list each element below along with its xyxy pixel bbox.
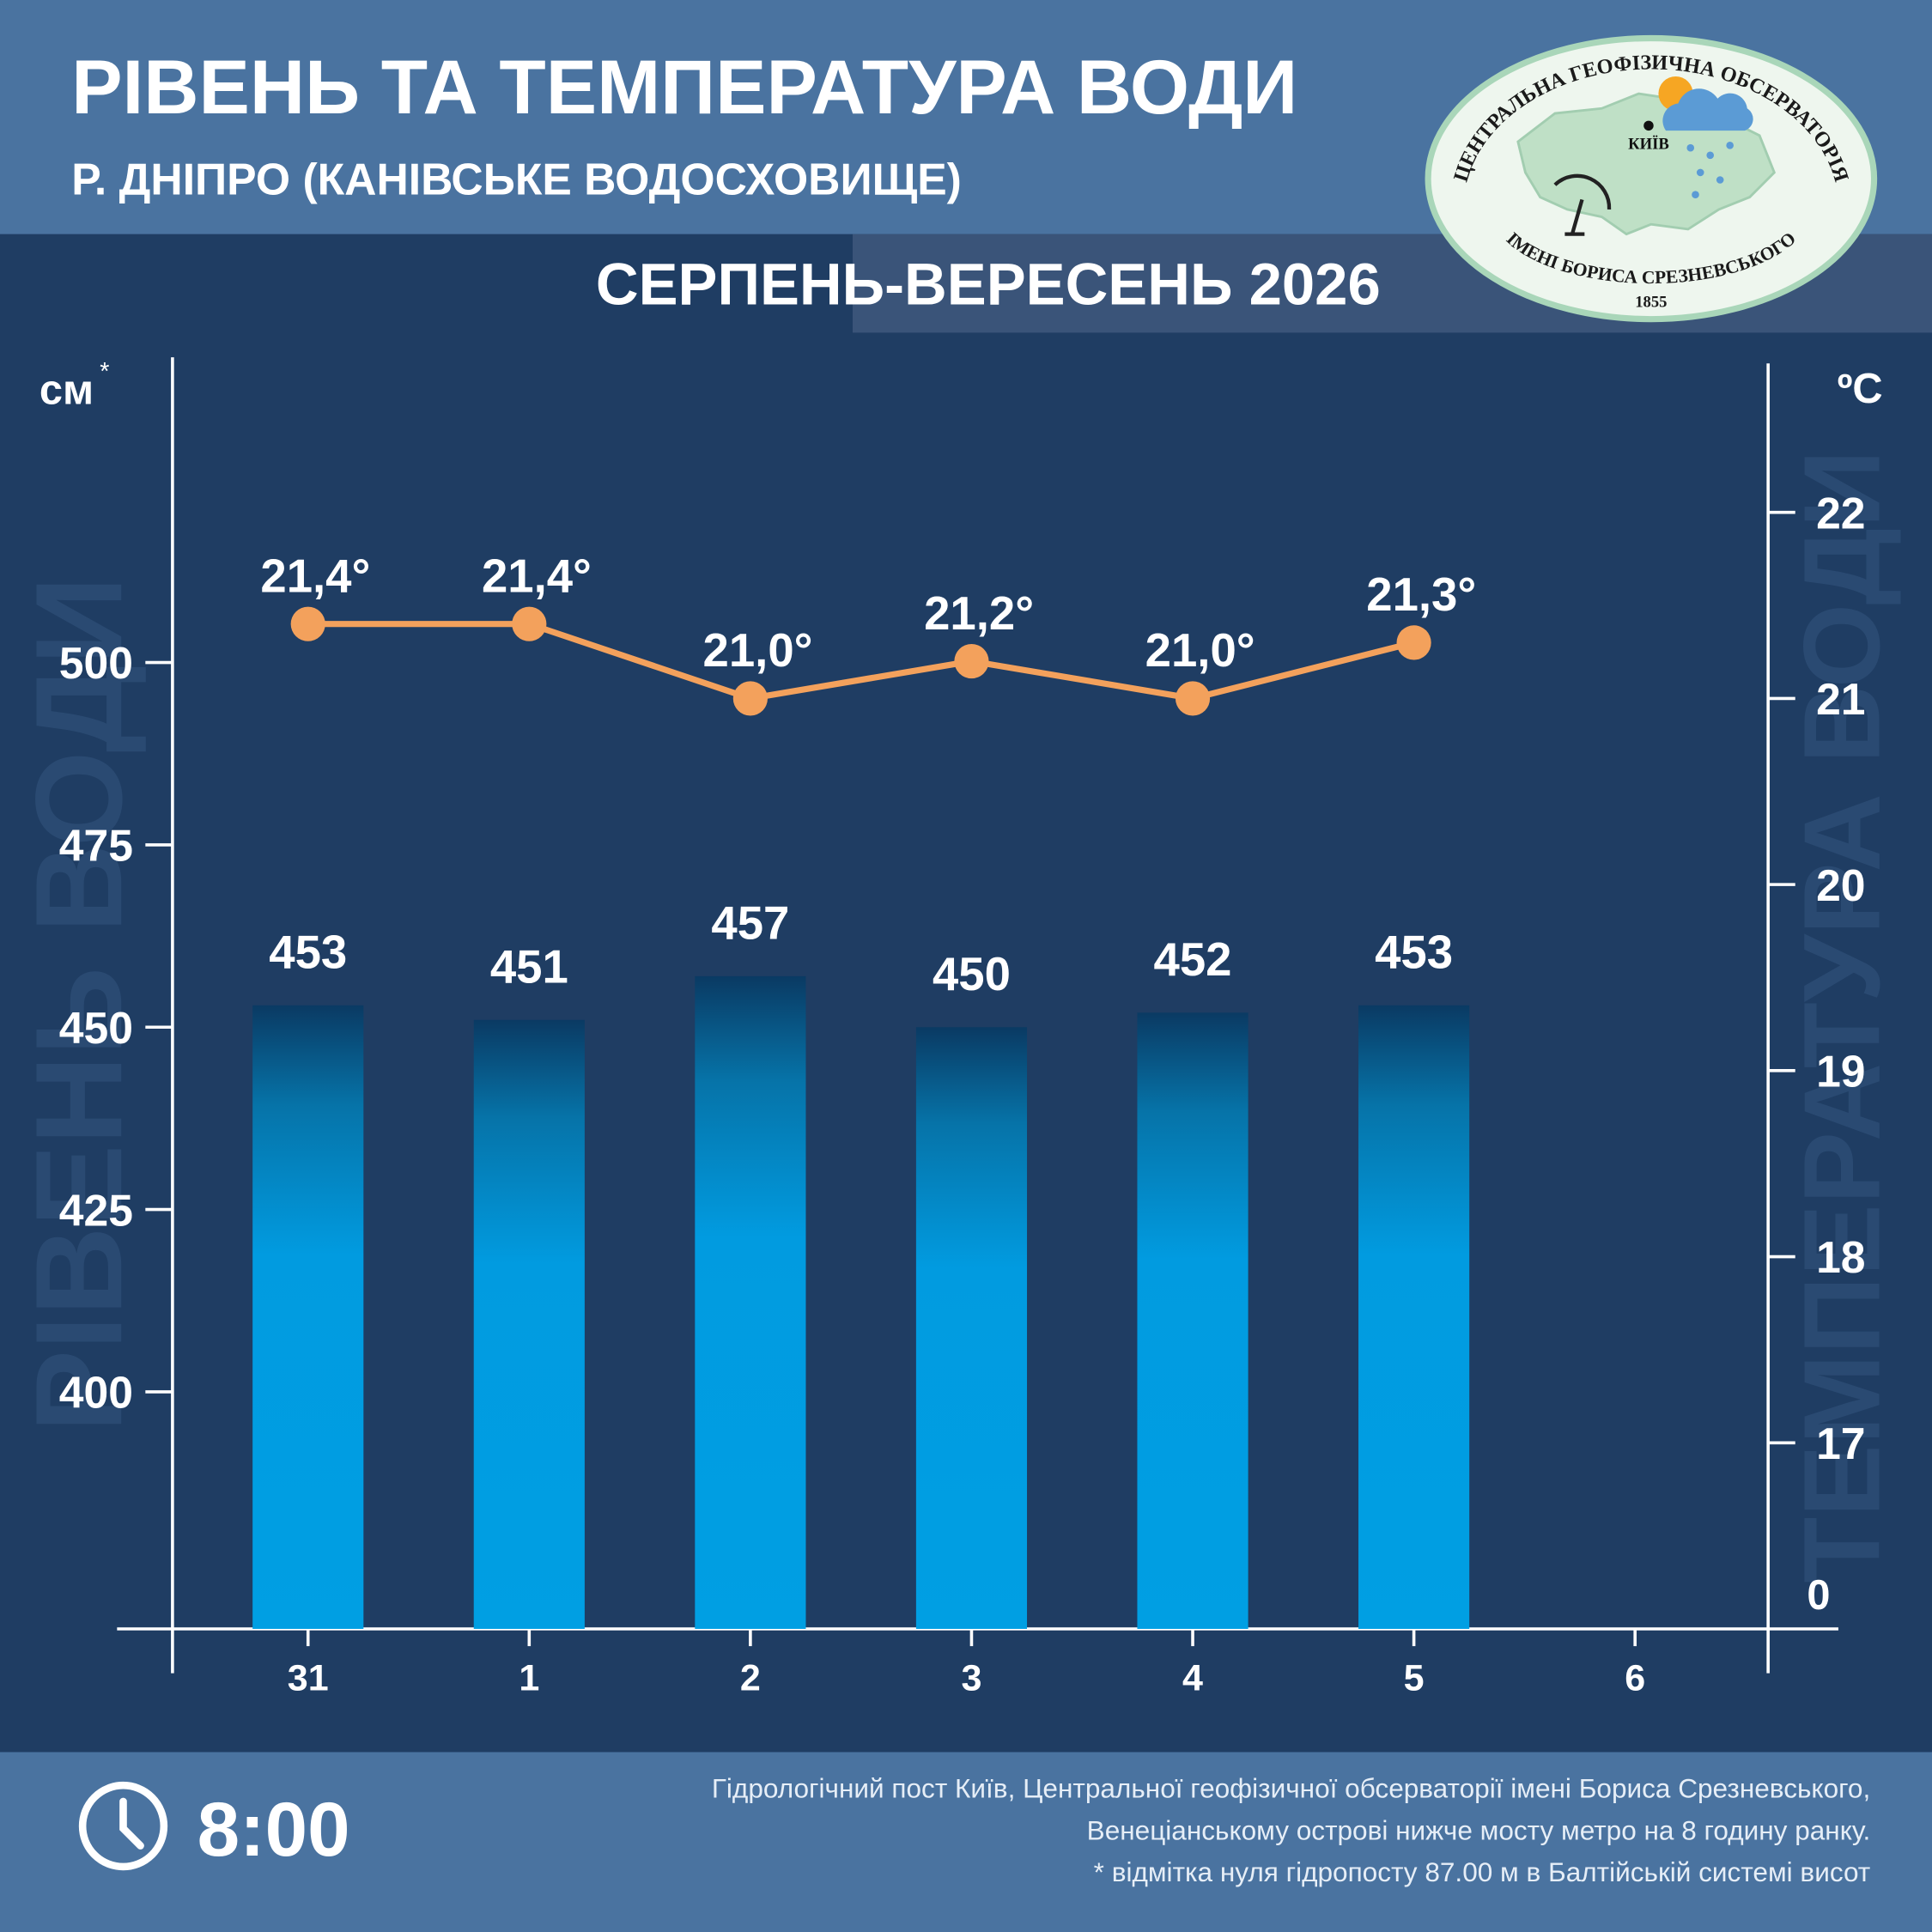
temperature-point (732, 681, 768, 716)
y-unit: см (39, 368, 94, 414)
bar (1137, 1012, 1249, 1630)
logo-cloud (1662, 88, 1753, 131)
temperature-point (512, 606, 547, 641)
bar-value-label: 450 (933, 948, 1011, 1000)
footer-note: Венеціанському острові нижче мосту метро… (1087, 1814, 1871, 1845)
y-axis-title: РІВЕНЬ ВОДИ (10, 576, 148, 1432)
y-tick-label: 450 (59, 1003, 133, 1053)
subtitle: Р. ДНІПРО (КАНІВСЬКЕ ВОДОСХОВИЩЕ) (71, 155, 962, 204)
bar (695, 975, 806, 1630)
y2-tick-label: 22 (1816, 488, 1865, 538)
y-tick-label: 400 (59, 1368, 133, 1418)
y2-tick-label: 20 (1816, 860, 1865, 910)
logo-rain (1686, 142, 1734, 199)
bar-value-label: 451 (490, 941, 568, 993)
y2-tick-label: 18 (1816, 1232, 1865, 1282)
y2-axis-title: ТЕМПЕРАТУРА ВОДИ (1782, 450, 1903, 1583)
temperature-point (290, 606, 325, 641)
x-tick-label: 2 (740, 1658, 761, 1699)
bar-value-label: 457 (711, 897, 789, 950)
bar-value-label: 453 (1375, 927, 1453, 979)
y2-axis-break-label: 0 (1807, 1572, 1830, 1619)
bar (252, 1005, 364, 1630)
temperature-point (954, 643, 989, 679)
y-unit-note: * (100, 358, 109, 386)
bar (1358, 1005, 1470, 1630)
title: РІВЕНЬ ТА ТЕМПЕРАТУРА ВОДИ (71, 44, 1297, 130)
y-tick-label: 475 (59, 821, 133, 871)
footer-note: Гідрологічний пост Київ, Центральної гео… (712, 1773, 1870, 1804)
y-tick-label: 500 (59, 638, 133, 688)
x-tick-label: 1 (519, 1658, 539, 1699)
footer-band (0, 1752, 1932, 1932)
footer-note: * відмітка нуля гідропосту 87.00 м в Бал… (1094, 1856, 1871, 1887)
temperature-value-label: 21,2° (924, 587, 1034, 640)
y2-tick-label: 21 (1816, 674, 1865, 724)
temperature-value-label: 21,3° (1366, 568, 1476, 621)
x-tick-label: 3 (961, 1658, 981, 1699)
temperature-point (1396, 625, 1431, 660)
temperature-point (1175, 681, 1211, 716)
logo-city-dot (1643, 120, 1654, 131)
y2-tick-label: 17 (1816, 1419, 1865, 1468)
period: СЕРПЕНЬ-ВЕРЕСЕНЬ 2026 (596, 251, 1381, 317)
y2-unit: ºC (1838, 366, 1883, 412)
x-tick-label: 6 (1625, 1658, 1645, 1699)
bar-value-label: 452 (1154, 933, 1232, 986)
temperature-value-label: 21,4° (482, 550, 592, 602)
bar (473, 1019, 585, 1630)
bar (915, 1027, 1028, 1630)
x-tick-label: 31 (288, 1658, 329, 1699)
clock-icon (78, 1781, 168, 1871)
temperature-value-label: 21,0° (1145, 624, 1255, 677)
x-tick-label: 4 (1182, 1658, 1203, 1699)
y2-tick-label: 19 (1816, 1046, 1865, 1096)
temperature-line (307, 621, 1415, 702)
time: 8:00 (197, 1786, 350, 1872)
logo-antenna (1553, 173, 1612, 236)
temperature-value-label: 21,0° (703, 624, 813, 677)
temperature-value-label: 21,4° (260, 550, 370, 602)
x-tick-label: 5 (1404, 1658, 1425, 1699)
y-tick-label: 425 (59, 1185, 133, 1235)
logo-year: 1855 (1635, 293, 1667, 311)
logo-city: КИЇВ (1628, 136, 1669, 154)
bar-value-label: 453 (269, 927, 347, 979)
logo: КИЇВ ЦЕНТРАЛЬНА ГЕОФІЗИЧНА ОБСЕРВАТОРІЯ … (1425, 34, 1878, 323)
